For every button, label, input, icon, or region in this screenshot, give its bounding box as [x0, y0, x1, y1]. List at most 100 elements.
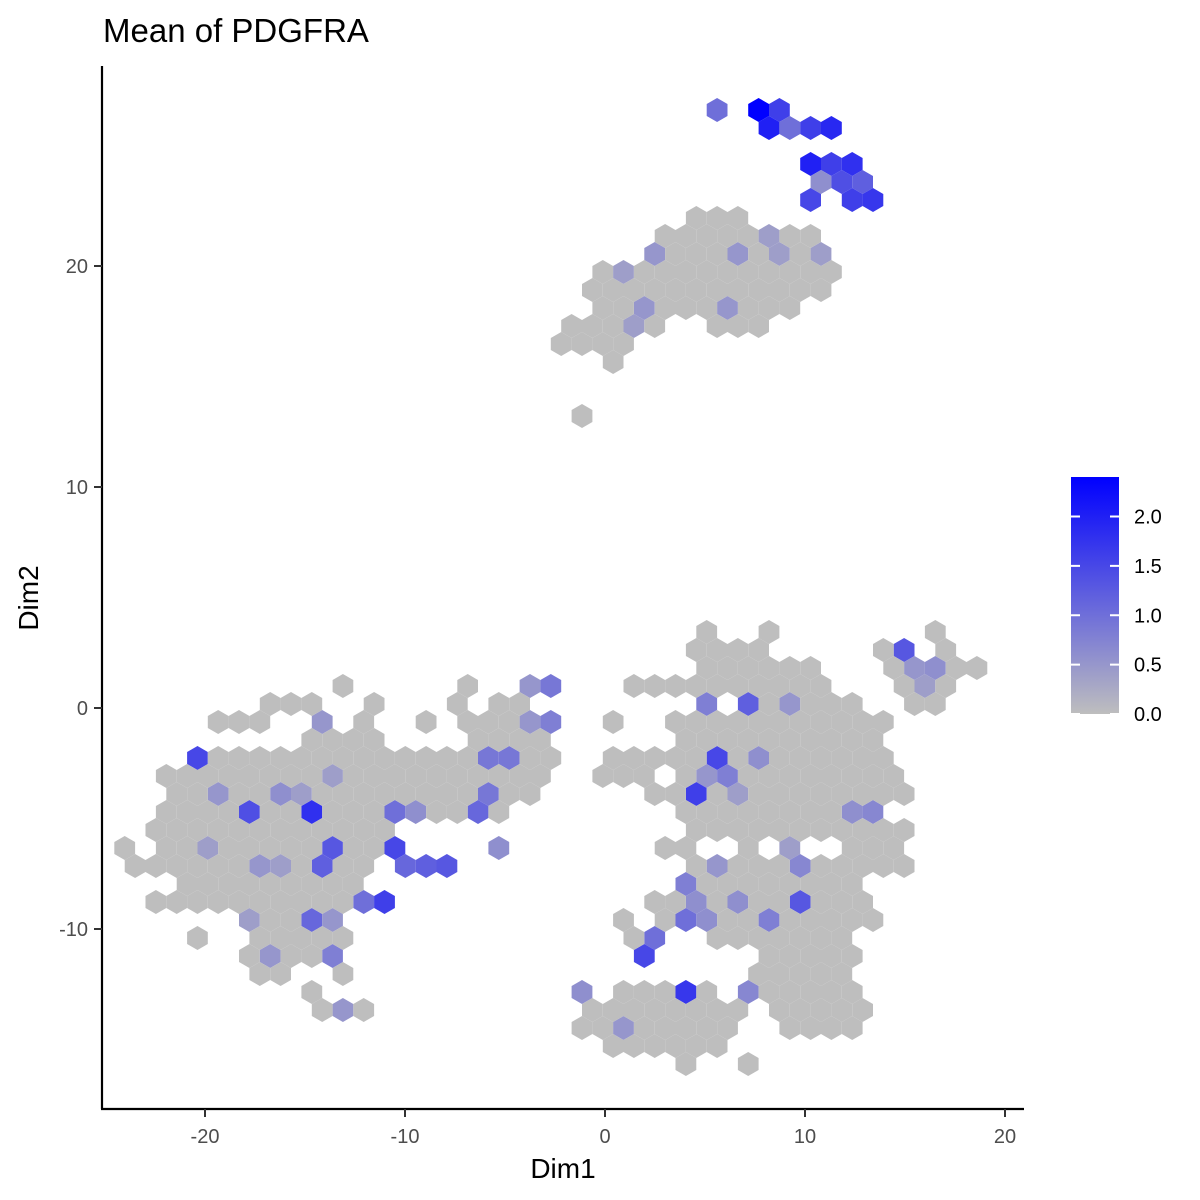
- hex-bin-expr: [696, 692, 718, 716]
- hex-bin: [737, 764, 759, 788]
- hex-bin: [789, 674, 811, 698]
- hex-bin: [769, 278, 790, 302]
- hex-bin: [633, 980, 655, 1004]
- hex-bin: [810, 854, 832, 878]
- hex-bin: [550, 332, 572, 356]
- hex-bin-expr: [613, 1016, 634, 1040]
- hex-bin: [706, 998, 728, 1022]
- hex-bin-expr: [488, 836, 510, 860]
- hex-bin: [311, 998, 333, 1022]
- hex-bin: [831, 746, 853, 770]
- hex-bin: [592, 332, 614, 356]
- hex-bin: [737, 296, 759, 320]
- hex-bin-expr: [696, 908, 718, 932]
- hex-bin: [789, 926, 811, 950]
- hex-bin: [748, 710, 769, 734]
- hex-bin: [602, 350, 624, 374]
- hex-bin: [737, 872, 759, 896]
- hex-bin: [821, 692, 842, 716]
- hex-bin: [727, 998, 749, 1022]
- hex-bin: [665, 710, 686, 734]
- x-tick-label: -10: [391, 1126, 420, 1148]
- hex-bin: [353, 782, 375, 806]
- hex-bin: [758, 260, 780, 284]
- hex-bin: [218, 872, 239, 896]
- hex-bin: [592, 296, 614, 320]
- hex-bin-expr: [675, 980, 697, 1004]
- hex-bin: [228, 854, 250, 878]
- hex-bin: [426, 800, 447, 824]
- hex-bin-expr: [540, 674, 562, 698]
- hex-bin: [748, 854, 769, 878]
- hex-bin: [727, 854, 749, 878]
- hex-bin-expr: [436, 854, 458, 878]
- hex-bin: [665, 674, 686, 698]
- hex-bin: [644, 746, 666, 770]
- hex-bin: [789, 818, 811, 842]
- hex-bin: [717, 1016, 738, 1040]
- hex-bin-expr: [353, 890, 375, 914]
- hex-bin-expr: [841, 152, 863, 176]
- hex-bin-expr: [706, 98, 728, 122]
- hex-bin: [831, 818, 853, 842]
- hex-bin: [758, 944, 780, 968]
- hex-bin: [602, 1034, 624, 1058]
- hex-bin: [789, 242, 811, 266]
- hex-bin: [852, 710, 873, 734]
- y-tick-label: -10: [59, 919, 88, 941]
- hex-bin: [893, 674, 915, 698]
- legend-tick-label: 0.5: [1134, 655, 1162, 677]
- hex-bin: [498, 782, 520, 806]
- hex-bin: [124, 854, 146, 878]
- hex-bin: [789, 998, 811, 1022]
- hex-bin: [228, 818, 250, 842]
- hex-bin: [706, 638, 728, 662]
- hex-bin: [322, 800, 343, 824]
- hex-bin: [509, 764, 530, 788]
- hex-bin: [644, 890, 666, 914]
- hex-bin: [727, 638, 749, 662]
- hex-bin: [675, 1052, 697, 1076]
- hex-bin: [613, 980, 634, 1004]
- hex-bin: [706, 278, 728, 302]
- hex-bin-expr: [727, 890, 749, 914]
- hex-bin-expr: [259, 944, 281, 968]
- hex-bin: [779, 728, 801, 752]
- hex-bin: [862, 836, 884, 860]
- hex-bin: [602, 314, 624, 338]
- hex-bin: [228, 710, 250, 734]
- hex-bin: [602, 746, 624, 770]
- hex-bin: [748, 962, 769, 986]
- hex-bin: [675, 224, 697, 248]
- hex-bin: [457, 746, 478, 770]
- hex-bin: [789, 746, 811, 770]
- hex-bin: [114, 836, 136, 860]
- hex-bin: [280, 872, 302, 896]
- hex-bin-expr: [394, 854, 416, 878]
- hex-bin: [166, 890, 188, 914]
- hex-bin: [571, 1016, 593, 1040]
- y-tick-label: 0: [77, 698, 88, 720]
- hex-bin: [769, 710, 790, 734]
- hex-bin: [145, 854, 167, 878]
- hex-bin: [176, 836, 198, 860]
- hex-bin: [602, 998, 624, 1022]
- hex-bin: [270, 890, 291, 914]
- hex-bin: [966, 656, 988, 680]
- hex-bin: [197, 764, 219, 788]
- hex-bin: [332, 818, 354, 842]
- hex-bin: [821, 728, 842, 752]
- hex-bin-expr: [779, 836, 801, 860]
- hex-bin: [332, 890, 354, 914]
- hex-bin: [665, 782, 686, 806]
- hex-bin: [374, 782, 395, 806]
- hex-bin-expr: [758, 116, 780, 140]
- hex-bin: [602, 278, 624, 302]
- hex-bin: [758, 656, 780, 680]
- hex-bin: [706, 890, 728, 914]
- hex-bin: [571, 404, 593, 428]
- hex-bin: [758, 728, 780, 752]
- hex-bin: [717, 800, 738, 824]
- hex-bin: [706, 314, 728, 338]
